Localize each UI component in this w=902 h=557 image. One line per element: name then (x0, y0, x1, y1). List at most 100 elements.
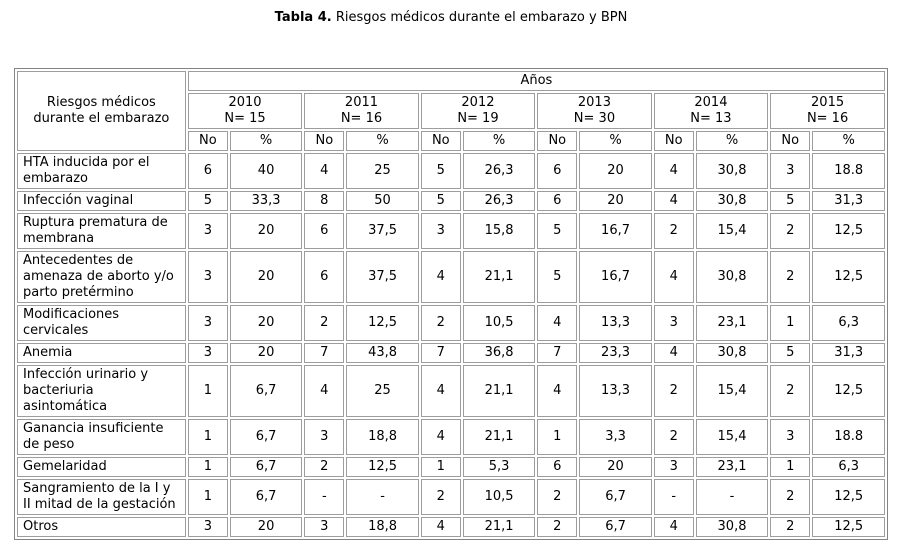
data-cell: 2 (420, 479, 461, 515)
col-header-pct: % (812, 131, 885, 151)
data-cell: 8 (304, 191, 345, 211)
data-cell: 2 (770, 213, 811, 249)
row-label: Gemelaridad (17, 457, 186, 477)
data-cell: 3 (187, 517, 228, 537)
table-title-text: Riesgos médicos durante el embarazo y BP… (331, 10, 628, 25)
data-cell: 5,3 (462, 457, 536, 477)
data-cell: 40 (229, 153, 303, 189)
data-cell: 1 (187, 479, 228, 515)
data-cell: 26,3 (462, 191, 536, 211)
data-cell: 7 (304, 343, 345, 363)
table-title-number: Tabla 4. (274, 10, 332, 25)
table-row: Sangramiento de la I y II mitad de la ge… (17, 479, 885, 515)
data-cell: 23,3 (579, 343, 652, 363)
data-cell: 4 (420, 517, 461, 537)
data-cell: 1 (187, 419, 228, 455)
data-cell: 50 (346, 191, 419, 211)
data-cell: 4 (304, 153, 345, 189)
col-header-pct: % (229, 131, 303, 151)
table-row: Anemia 3 20 7 43,8 7 36,8 7 23,3 4 30,8 5 31,3 (17, 343, 885, 363)
row-label: Otros (17, 517, 186, 537)
table-row: Otros 3 20 3 18,8 4 21,1 2 6,7 4 30,8 2 12,5 (17, 517, 885, 537)
data-cell: 12,5 (346, 457, 419, 477)
data-cell: 3 (304, 419, 345, 455)
data-cell: 21,1 (462, 517, 536, 537)
data-cell: 12,5 (812, 517, 885, 537)
data-cell: 20 (229, 517, 303, 537)
data-cell: 20 (229, 251, 303, 303)
data-cell: 30,8 (695, 517, 769, 537)
row-label: Modificaciones cervicales (17, 305, 186, 341)
year-n-label: N= 15 (224, 111, 266, 126)
data-cell: 1 (770, 305, 811, 341)
data-cell: 4 (653, 191, 694, 211)
data-cell: 20 (579, 191, 652, 211)
data-cell: 1 (187, 365, 228, 417)
row-label: Infección urinario y bacteriuria asintom… (17, 365, 186, 417)
data-cell: 21,1 (462, 419, 536, 455)
data-cell: 25 (346, 365, 419, 417)
year-header-2013: 2013 N= 30 (537, 93, 652, 129)
data-cell: 6,3 (812, 305, 885, 341)
data-cell: 6 (187, 153, 228, 189)
table-row: HTA inducida por el embarazo 6 40 4 25 5 26,3 6… (17, 153, 885, 189)
year-header-2012: 2012 N= 19 (420, 93, 536, 129)
row-label: HTA inducida por el embarazo (17, 153, 186, 189)
data-cell: 1 (537, 419, 578, 455)
data-cell: 6,7 (579, 517, 652, 537)
data-cell: 30,8 (695, 153, 769, 189)
year-label: 2011 (344, 95, 379, 110)
data-cell: 2 (653, 213, 694, 249)
data-cell: 6,7 (579, 479, 652, 515)
data-cell: 6 (304, 251, 345, 303)
data-cell: 5 (770, 343, 811, 363)
data-cell: 12,5 (812, 365, 885, 417)
data-cell: 2 (653, 365, 694, 417)
year-label: 2012 (461, 95, 495, 110)
year-header-2014: 2014 N= 13 (653, 93, 769, 129)
data-cell: 31,3 (812, 191, 885, 211)
data-cell: 20 (579, 153, 652, 189)
data-cell: 2 (537, 517, 578, 537)
data-cell: 6 (304, 213, 345, 249)
col-header-pct: % (346, 131, 419, 151)
data-cell: 1 (770, 457, 811, 477)
data-cell: 4 (653, 517, 694, 537)
data-cell: 12,5 (812, 479, 885, 515)
col-header-no: No (770, 131, 811, 151)
data-cell: 2 (304, 457, 345, 477)
data-cell: 2 (770, 251, 811, 303)
col-header-pct: % (462, 131, 536, 151)
col-header-no: No (537, 131, 578, 151)
data-cell: 13,3 (579, 305, 652, 341)
data-cell: - (304, 479, 345, 515)
data-cell: 3,3 (579, 419, 652, 455)
data-cell: 6 (537, 153, 578, 189)
year-header-2010: 2010 N= 15 (187, 93, 303, 129)
col-header-pct: % (579, 131, 652, 151)
year-header-2015: 2015 N= 16 (770, 93, 885, 129)
data-cell: 15,4 (695, 365, 769, 417)
data-cell: 5 (420, 191, 461, 211)
data-cell: 13,3 (579, 365, 652, 417)
data-cell: 4 (537, 305, 578, 341)
data-cell: 7 (537, 343, 578, 363)
col-header-no: No (653, 131, 694, 151)
data-cell: 3 (653, 457, 694, 477)
data-cell: 36,8 (462, 343, 536, 363)
data-cell: 6,3 (812, 457, 885, 477)
year-label: 2013 (577, 95, 611, 110)
data-cell: 4 (420, 365, 461, 417)
row-label: Ruptura prematura de membrana (17, 213, 186, 249)
year-n-label: N= 16 (340, 111, 383, 126)
data-cell: 3 (304, 517, 345, 537)
data-cell: 3 (770, 419, 811, 455)
data-cell: 12,5 (346, 305, 419, 341)
data-cell: 20 (579, 457, 652, 477)
data-cell: 18,8 (346, 517, 419, 537)
year-n-label: N= 16 (806, 111, 849, 126)
data-cell: 20 (229, 305, 303, 341)
data-cell: 7 (420, 343, 461, 363)
data-cell: - (695, 479, 769, 515)
table-row: Infección urinario y bacteriuria asintom… (17, 365, 885, 417)
